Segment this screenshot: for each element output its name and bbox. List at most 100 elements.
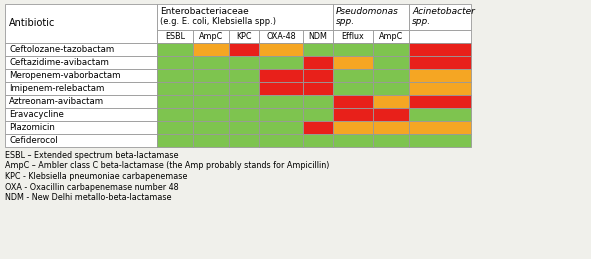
Bar	[193, 95, 229, 108]
Bar	[303, 108, 333, 121]
Text: ESBL – Extended spectrum beta-lactamase: ESBL – Extended spectrum beta-lactamase	[5, 151, 178, 160]
Text: KPC: KPC	[236, 32, 252, 41]
Bar	[157, 121, 193, 134]
Bar	[5, 121, 157, 134]
Text: Cefiderocol: Cefiderocol	[9, 136, 58, 145]
Bar	[193, 134, 229, 147]
Bar	[193, 82, 229, 95]
Bar	[373, 82, 409, 95]
Bar	[333, 134, 373, 147]
Bar	[5, 134, 157, 147]
Bar	[333, 30, 373, 43]
Bar	[5, 108, 157, 121]
Bar	[193, 69, 229, 82]
Bar	[333, 56, 373, 69]
Text: AmpC – Ambler class C beta-lactamase (the Amp probably stands for Ampicillin): AmpC – Ambler class C beta-lactamase (th…	[5, 162, 329, 170]
Bar	[409, 69, 471, 82]
Bar	[333, 82, 373, 95]
Bar	[157, 82, 193, 95]
Bar	[5, 43, 157, 56]
Bar	[259, 95, 303, 108]
Bar	[303, 121, 333, 134]
Bar	[303, 82, 333, 95]
Bar	[409, 82, 471, 95]
Text: OXA - Oxacillin carbapenemase number 48: OXA - Oxacillin carbapenemase number 48	[5, 183, 178, 191]
Text: Eravacycline: Eravacycline	[9, 110, 64, 119]
Bar	[193, 30, 229, 43]
Bar	[193, 43, 229, 56]
Bar	[229, 30, 259, 43]
Bar	[373, 134, 409, 147]
Bar	[229, 95, 259, 108]
Bar	[157, 4, 333, 30]
Text: Ceftolozane-tazobactam: Ceftolozane-tazobactam	[9, 45, 114, 54]
Text: Imipenem-relebactam: Imipenem-relebactam	[9, 84, 105, 93]
Bar	[259, 134, 303, 147]
Bar	[333, 43, 373, 56]
Bar	[229, 43, 259, 56]
Text: Antibiotic: Antibiotic	[9, 18, 56, 28]
Bar	[229, 121, 259, 134]
Text: spp.: spp.	[336, 17, 355, 26]
Text: ESBL: ESBL	[165, 32, 185, 41]
Bar	[373, 95, 409, 108]
Bar	[229, 108, 259, 121]
Bar	[303, 30, 333, 43]
Bar	[409, 121, 471, 134]
Bar	[229, 56, 259, 69]
Bar	[303, 134, 333, 147]
Text: NDM: NDM	[309, 32, 327, 41]
Bar	[259, 30, 303, 43]
Bar	[409, 30, 471, 43]
Text: OXA-48: OXA-48	[266, 32, 296, 41]
Bar	[409, 95, 471, 108]
Bar	[157, 43, 193, 56]
Bar	[373, 30, 409, 43]
Text: NDM - New Delhi metallo-beta-lactamase: NDM - New Delhi metallo-beta-lactamase	[5, 193, 171, 202]
Bar	[157, 69, 193, 82]
Bar	[5, 69, 157, 82]
Bar	[409, 43, 471, 56]
Bar	[373, 43, 409, 56]
Bar	[157, 95, 193, 108]
Bar	[157, 134, 193, 147]
Bar	[157, 56, 193, 69]
Bar	[5, 4, 157, 43]
Bar	[193, 56, 229, 69]
Text: Aztreonam-avibactam: Aztreonam-avibactam	[9, 97, 104, 106]
Bar	[373, 69, 409, 82]
Bar	[193, 121, 229, 134]
Bar	[373, 108, 409, 121]
Bar	[373, 56, 409, 69]
Bar	[157, 108, 193, 121]
Text: AmpC: AmpC	[199, 32, 223, 41]
Bar	[5, 56, 157, 69]
Bar	[259, 82, 303, 95]
Bar	[333, 108, 373, 121]
Bar	[229, 134, 259, 147]
Bar	[373, 121, 409, 134]
Bar	[409, 108, 471, 121]
Text: Pseudomonas: Pseudomonas	[336, 7, 399, 16]
Bar	[157, 30, 193, 43]
Text: Plazomicin: Plazomicin	[9, 123, 55, 132]
Bar	[259, 43, 303, 56]
Bar	[303, 43, 333, 56]
Bar	[5, 95, 157, 108]
Bar	[259, 56, 303, 69]
Text: Efflux: Efflux	[342, 32, 365, 41]
Bar	[303, 56, 333, 69]
Bar	[303, 95, 333, 108]
Bar	[333, 4, 409, 30]
Bar	[333, 121, 373, 134]
Bar	[259, 121, 303, 134]
Text: AmpC: AmpC	[379, 32, 403, 41]
Text: Ceftazidime-avibactam: Ceftazidime-avibactam	[9, 58, 109, 67]
Bar	[333, 69, 373, 82]
Bar	[229, 82, 259, 95]
Bar	[229, 69, 259, 82]
Bar	[303, 69, 333, 82]
Bar	[333, 95, 373, 108]
Text: (e.g. E. coli, Klebsiella spp.): (e.g. E. coli, Klebsiella spp.)	[160, 17, 276, 26]
Bar	[409, 56, 471, 69]
